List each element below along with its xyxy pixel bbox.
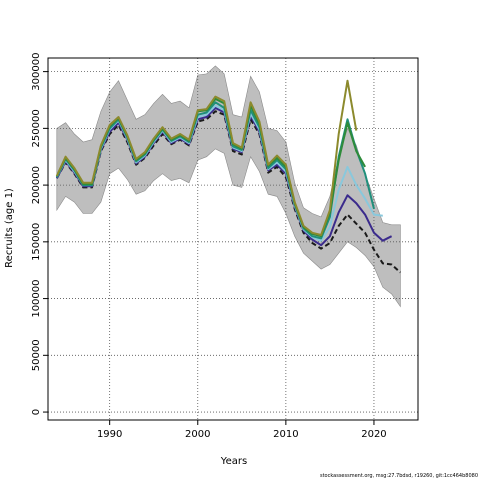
y-tick-label: 0 <box>31 409 42 415</box>
x-tick-label: 2020 <box>361 429 386 440</box>
y-tick-label: 150000 <box>31 223 42 261</box>
y-tick-label: 300000 <box>31 53 42 91</box>
y-tick-label: 250000 <box>31 109 42 147</box>
confidence-band-layer <box>56 65 401 308</box>
plot-frame <box>47 57 419 421</box>
x-tick-label: 2000 <box>185 429 210 440</box>
footer-text: stockassessment.org, msg:27.7bdsd, r1926… <box>320 473 478 479</box>
x-tick-label: 1990 <box>97 429 122 440</box>
x-axis-title: Years <box>220 456 247 467</box>
series-line-1 <box>55 110 402 274</box>
axis-layer: 1990 2000 2010 2020 0 50000 100000 150000 200000… <box>31 53 387 440</box>
x-tick-label: 2010 <box>273 429 298 440</box>
y-tick-label: 100000 <box>31 279 42 317</box>
y-tick-label: 200000 <box>31 166 42 204</box>
series-line-6 <box>55 79 358 236</box>
y-axis-title: Recruits (age 1) <box>4 188 15 268</box>
y-tick-label: 50000 <box>31 339 42 371</box>
confidence-band <box>56 65 401 308</box>
series-layer <box>55 79 402 274</box>
